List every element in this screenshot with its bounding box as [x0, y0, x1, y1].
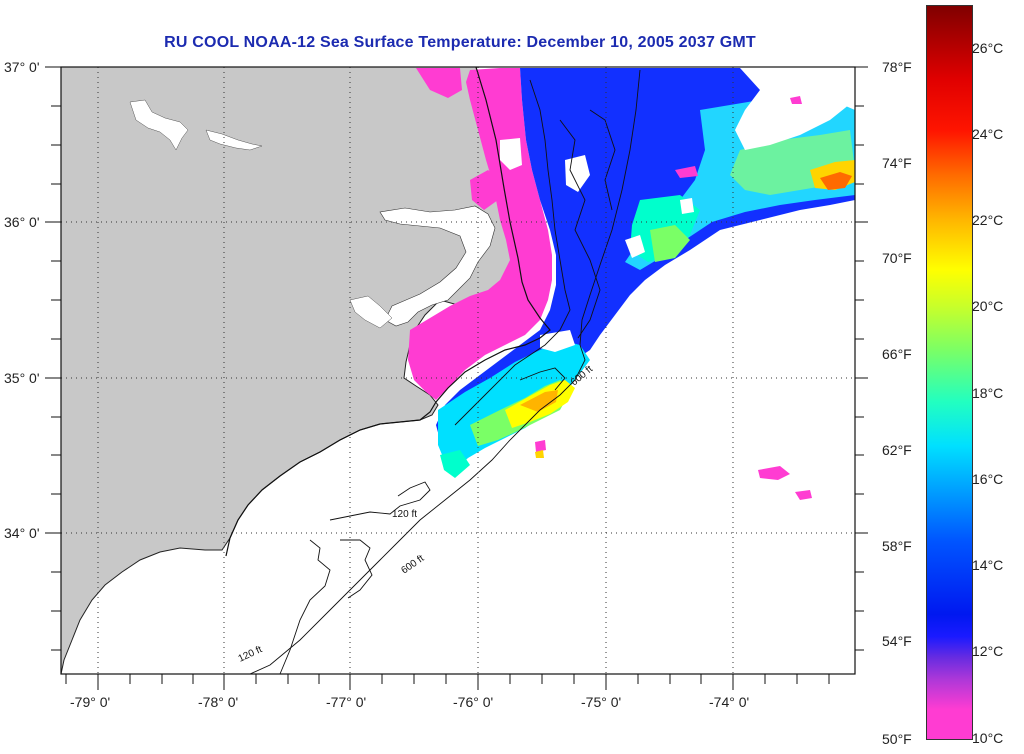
colorbar-f-tick-54: 54°F — [882, 633, 912, 649]
map-frame — [60, 66, 856, 675]
colorbar-c-tick-24: 24°C — [972, 126, 1004, 142]
sound-water — [379, 205, 496, 327]
colorbar-f-tick-50: 50°F — [882, 731, 912, 747]
colorbar-f-tick-58: 58°F — [882, 538, 912, 554]
colorbar-c-tick-12: 12°C — [972, 643, 1004, 659]
inland-water-3 — [349, 295, 393, 329]
bathymetry-contours — [249, 69, 641, 675]
lat-label-36: 36° 0' — [4, 214, 40, 230]
lon-label-76: -76° 0' — [453, 694, 494, 710]
colorbar-c-tick-26: 26°C — [972, 40, 1004, 56]
colorbar-f-tick-70: 70°F — [882, 250, 912, 266]
colorbar-c-tick-16: 16°C — [972, 471, 1004, 487]
isobath-label-120: 120 ft — [392, 509, 417, 520]
colorbar-c-tick-10: 10°C — [972, 730, 1004, 746]
lon-label-79: -79° 0' — [70, 694, 111, 710]
coastline — [225, 66, 551, 557]
colorbar-f-tick-78: 78°F — [882, 59, 912, 75]
lat-label-37: 37° 0' — [4, 59, 40, 75]
inland-water — [129, 99, 189, 151]
graticule — [61, 67, 855, 674]
lat-label-35: 35° 0' — [4, 370, 40, 386]
axis-ticks — [45, 66, 868, 690]
colorbar-f-tick-74: 74°F — [882, 155, 912, 171]
colorbar-c-tick-18: 18°C — [972, 385, 1004, 401]
colorbar-c-tick-20: 20°C — [972, 298, 1004, 314]
temperature-colorbar — [926, 5, 973, 740]
lon-label-75: -75° 0' — [581, 694, 622, 710]
lat-label-34: 34° 0' — [4, 525, 40, 541]
lon-label-77: -77° 0' — [326, 694, 367, 710]
map-title: RU COOL NOAA-12 Sea Surface Temperature:… — [164, 34, 756, 51]
colorbar-c-tick-14: 14°C — [972, 557, 1004, 573]
inland-water-2 — [205, 129, 263, 151]
colorbar-c-tick-22: 22°C — [972, 212, 1004, 228]
colorbar-f-tick-62: 62°F — [882, 442, 912, 458]
lon-label-78: -78° 0' — [198, 694, 239, 710]
colorbar-f-tick-66: 66°F — [882, 346, 912, 362]
sst-overlay — [408, 68, 855, 500]
lon-label-74: -74° 0' — [709, 694, 750, 710]
